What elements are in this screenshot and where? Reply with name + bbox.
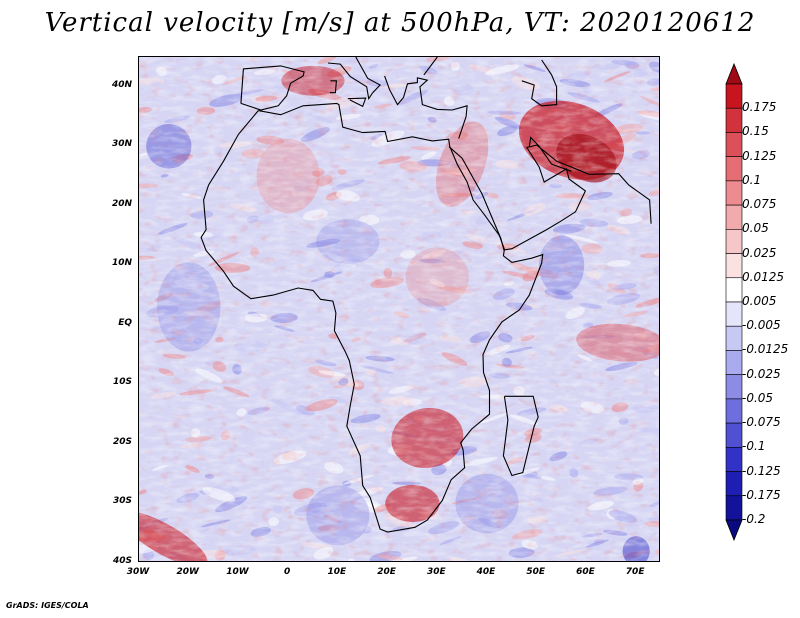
map-panel xyxy=(138,56,660,562)
lon-tick-label: 60E xyxy=(576,567,595,577)
colorbar-swatch xyxy=(725,107,743,133)
colorbar-label: -0.025 xyxy=(742,366,781,381)
colorbar-label: -0.05 xyxy=(742,390,774,405)
colorbar-label: -0.175 xyxy=(742,487,781,502)
lat-tick-label: 30S xyxy=(112,496,132,507)
colorbar-label: -0.125 xyxy=(742,463,781,478)
colorbar-label: 0.025 xyxy=(742,245,777,260)
colorbar-swatch xyxy=(725,447,743,472)
iberia-coastline xyxy=(240,65,305,111)
grads-credit: GrADS: IGES/COLA xyxy=(6,601,89,610)
colorbar-swatch xyxy=(725,83,743,109)
lon-tick-label: 30W xyxy=(126,567,150,577)
lon-tick-label: 50E xyxy=(526,567,546,577)
caspian-coastline xyxy=(521,59,558,107)
colorbar-label: 0.125 xyxy=(742,148,777,163)
lon-tick-label: 40E xyxy=(476,567,496,577)
colorbar-label: -0.0125 xyxy=(742,342,789,357)
lon-tick-label: 30E xyxy=(426,567,446,577)
lat-tick-label: 20S xyxy=(112,436,132,447)
arabia-coastline xyxy=(448,144,652,251)
lon-tick-label: 10E xyxy=(327,567,347,577)
colorbar-label: 0.0125 xyxy=(742,269,784,284)
colorbar-swatch xyxy=(725,325,743,351)
lon-tick-label: 20E xyxy=(377,567,396,577)
colorbar-min-arrow xyxy=(725,519,743,542)
colorbar-swatch xyxy=(725,374,743,400)
lon-tick-label: 10W xyxy=(226,567,249,577)
coastlines xyxy=(200,57,652,533)
colorbar-label: 0.1 xyxy=(742,172,762,187)
colorbar-label: -0.2 xyxy=(742,512,766,526)
colorbar-swatch xyxy=(725,471,743,497)
colorbar-label: -0.075 xyxy=(742,415,781,430)
colorbar-swatch xyxy=(725,253,743,279)
colorbar-max-arrow xyxy=(725,62,743,85)
colorbar-swatch xyxy=(725,156,743,182)
lon-tick-label: 20W xyxy=(176,567,199,577)
colorbar-swatch xyxy=(725,495,743,521)
iran-gulf-coastline xyxy=(528,136,572,172)
colorbar-label: 0.175 xyxy=(742,100,777,115)
black-sea-coastline xyxy=(423,57,438,76)
madagascar-coastline xyxy=(502,395,539,477)
colorbar-label: 0.15 xyxy=(742,124,769,139)
eastern-med-coastline xyxy=(384,75,468,139)
africa-coastline xyxy=(200,102,544,533)
lon-tick-label: 0 xyxy=(284,567,291,577)
lat-tick-label: 10N xyxy=(111,258,132,269)
sicily-coastline xyxy=(347,97,367,108)
colorbar-label: 0.05 xyxy=(742,221,769,236)
lat-tick-label: EQ xyxy=(118,317,132,328)
italy-coastline xyxy=(327,57,382,101)
sardinia-coastline xyxy=(329,80,337,94)
lat-tick-label: 20N xyxy=(111,198,132,209)
colorbar-swatch xyxy=(725,277,743,303)
colorbar-swatch xyxy=(725,229,743,254)
lat-tick-label: 30N xyxy=(111,139,132,150)
colorbar-swatch xyxy=(725,350,743,375)
lat-tick-label: 40N xyxy=(111,79,132,90)
map-canvas xyxy=(139,57,659,561)
colorbar-swatch xyxy=(725,180,743,206)
colorbar-label: -0.1 xyxy=(742,439,766,454)
colorbar-swatch xyxy=(725,398,743,424)
colorbar-label: 0.075 xyxy=(742,197,777,212)
colorbar-swatch xyxy=(725,132,743,157)
colorbar xyxy=(725,62,743,542)
chart-title: Vertical velocity [m/s] at 500hPa, VT: 2… xyxy=(44,8,756,38)
colorbar-swatch xyxy=(725,204,743,230)
colorbar-label: 0.005 xyxy=(742,294,777,308)
lat-tick-label: 40S xyxy=(112,556,132,566)
lon-tick-label: 70E xyxy=(625,567,645,577)
colorbar-swatch xyxy=(725,301,743,327)
colorbar-label: -0.005 xyxy=(742,318,781,333)
colorbar-swatch xyxy=(725,422,743,448)
lat-tick-label: 10S xyxy=(112,377,132,388)
